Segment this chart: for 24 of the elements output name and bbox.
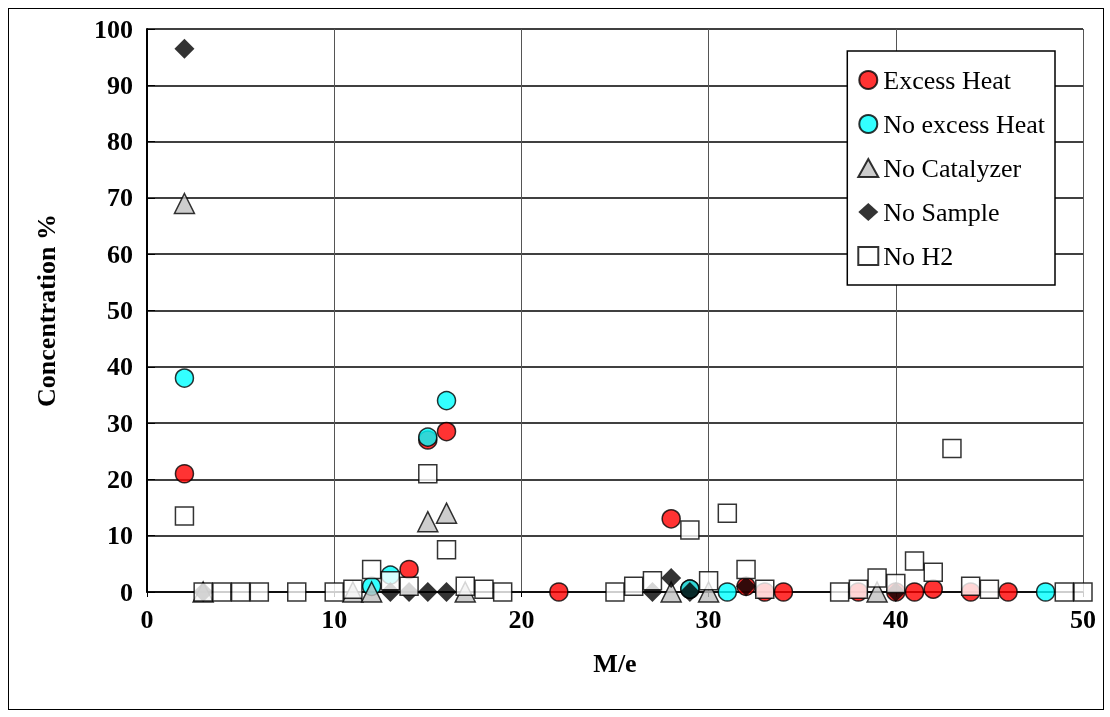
y-tick-label: 40	[107, 352, 133, 382]
y-tick-label: 100	[94, 14, 133, 44]
y-tick-label: 60	[107, 239, 133, 269]
y-tick-label: 70	[107, 183, 133, 213]
x-tick-label: 10	[321, 604, 348, 634]
legend-label: Excess Heat	[883, 65, 1012, 95]
x-tick-label: 0	[140, 604, 154, 634]
y-tick-label: 30	[107, 408, 133, 438]
legend-label: No Catalyzer	[883, 153, 1022, 183]
x-tick-label: 30	[695, 604, 722, 634]
y-tick-label: 50	[107, 296, 133, 325]
y-tick-label: 0	[120, 577, 133, 607]
legend-label: No excess Heat	[883, 109, 1046, 139]
y-tick-label: 90	[107, 70, 133, 100]
x-axis-title: M/e	[593, 648, 637, 678]
y-tick-label: 20	[107, 464, 133, 494]
x-tick-label: 40	[882, 604, 909, 634]
y-axis-title: Concentration %	[31, 214, 61, 407]
legend-label: No H2	[883, 241, 954, 271]
legend-label: No Sample	[883, 197, 1000, 227]
x-tick-label: 50	[1070, 604, 1096, 634]
y-tick-label: 10	[107, 521, 133, 551]
x-tick-label: 20	[508, 604, 535, 634]
y-tick-label: 80	[107, 127, 133, 157]
